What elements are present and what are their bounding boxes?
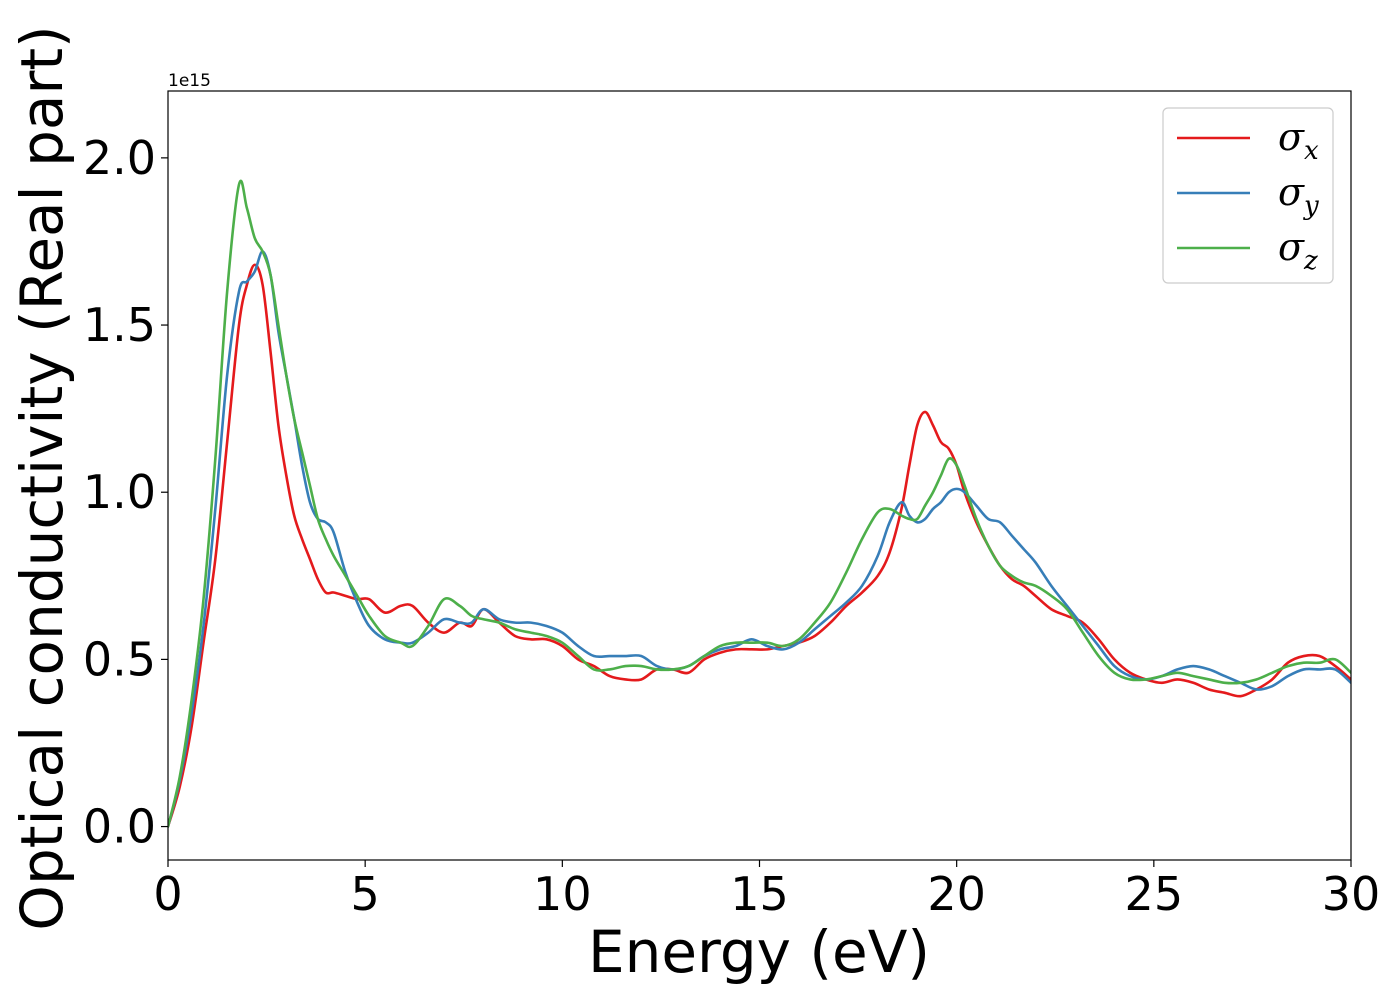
y-axis: 0.0 0.5 1.0 1.5 2.0: [83, 131, 168, 854]
x-tick-label: 5: [351, 867, 380, 921]
y-tick-label: 0.5: [83, 632, 156, 686]
y-offset-label: 1e15: [168, 71, 211, 91]
x-tick-label: 30: [1322, 867, 1381, 921]
legend-box: [1162, 107, 1334, 284]
x-tick-label: 20: [927, 867, 986, 921]
legend-label-x: σx: [1278, 115, 1319, 166]
series-line-z: [168, 179, 1351, 828]
x-tick-label: 0: [153, 867, 182, 921]
x-axis: 0 5 10 15 20 25 30: [153, 860, 1380, 921]
y-tick-label: 1.5: [83, 298, 156, 352]
legend-label-y: σy: [1278, 170, 1319, 221]
x-tick-label: 10: [533, 867, 592, 921]
x-tick-label: 25: [1125, 867, 1184, 921]
y-tick-label: 1.0: [83, 465, 156, 519]
x-axis-title: Energy (eV): [588, 918, 930, 986]
x-tick-label: 15: [730, 867, 789, 921]
y-axis-title: Optical conductivity (Real part): [8, 25, 76, 930]
series-line-y: [168, 250, 1351, 828]
series-line-x: [168, 263, 1351, 828]
series-layer: [168, 179, 1351, 828]
y-tick-label: 0.0: [83, 800, 156, 854]
y-tick-label: 2.0: [83, 131, 156, 185]
